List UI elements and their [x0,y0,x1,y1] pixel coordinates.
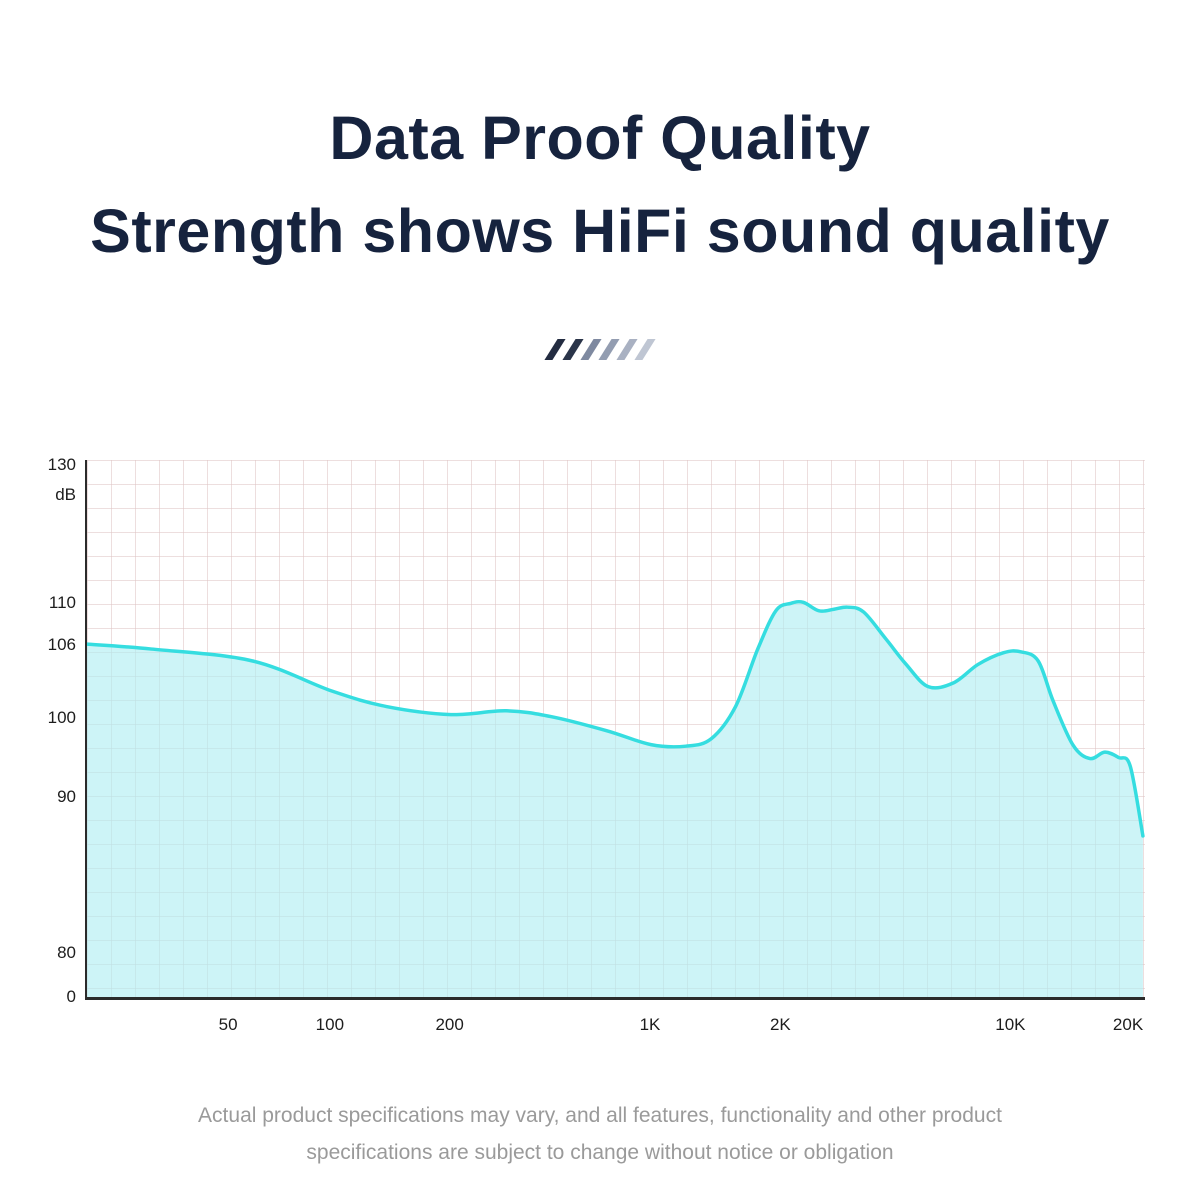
chart-plot-area [85,460,1145,1000]
disclaimer: Actual product specifications may vary, … [0,1098,1200,1172]
slash-icon [616,338,638,360]
frequency-response-curve [87,599,1145,997]
y-tick-label: 80 [57,943,76,963]
y-tick-label: 100 [47,708,76,728]
x-tick-label: 1K [639,1015,661,1034]
y-tick-label: 90 [57,786,76,806]
curve-fill [87,601,1143,997]
slash-icon [634,338,656,360]
curve-line [87,599,1145,838]
slash-icon [562,338,584,360]
x-tick-label: 20K [1112,1015,1144,1034]
y-tick-label: 0 [66,986,76,1006]
slash-icon [580,338,602,360]
title-line-2: Strength shows HiFi sound quality [90,196,1110,265]
x-tick-label: 50 [218,1015,238,1034]
disclaimer-line-1: Actual product specifications may vary, … [198,1104,1002,1127]
y-tick-label: 110 [48,593,76,613]
x-tick-label: 10K [995,1015,1026,1034]
page-title: Data Proof Quality Strength shows HiFi s… [0,92,1200,277]
slash-icon [544,338,566,360]
slash-icon [598,338,620,360]
y-tick-label: 106 [47,635,76,655]
y-tick-label: dB [55,485,76,505]
x-tick-label: 200 [435,1015,464,1034]
x-tick-label: 2K [769,1015,791,1034]
decorative-slashes-icon [0,336,1200,362]
x-tick-label: 100 [315,1015,345,1034]
y-tick-label: 130 [47,454,76,474]
frequency-response-chart: 130 dB 110 106 100 90 80 0 50 100 200 1K 2K 10K 20K [0,455,1200,1075]
disclaimer-line-2: specifications are subject to change wit… [306,1140,894,1164]
title-line-1: Data Proof Quality [329,104,871,172]
